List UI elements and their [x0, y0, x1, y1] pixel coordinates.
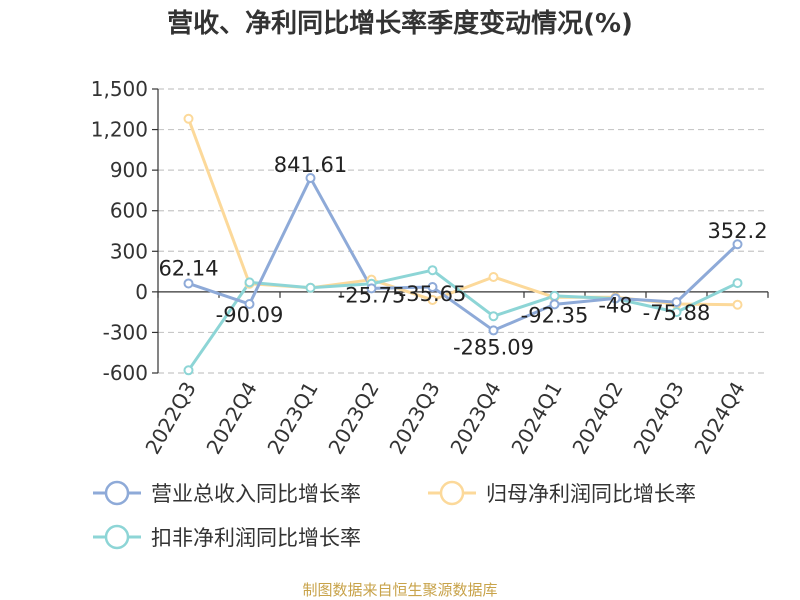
y-tick-labels: -600 -300 0 300 600 900 1,200 1,500	[91, 77, 148, 385]
data-label: 62.14	[158, 256, 218, 280]
data-point	[427, 294, 438, 305]
y-tick-label: -600	[103, 361, 148, 385]
x-tick-labels: 2022Q3 2022Q4 2023Q1 2023Q2 2023Q3 2023Q4 2024…	[140, 378, 749, 459]
data-point	[488, 311, 499, 322]
data-label: -75.88	[643, 301, 711, 325]
y-tick-label: -300	[103, 320, 148, 344]
data-point	[183, 278, 194, 289]
data-point	[732, 278, 743, 289]
series-line	[187, 118, 738, 307]
data-point	[427, 282, 438, 293]
data-point	[488, 271, 499, 282]
x-tick-label: 2023Q1	[262, 378, 322, 459]
legend-label: 归母净利润同比增长率	[486, 482, 696, 506]
data-point	[183, 365, 194, 376]
data-label: -25.75	[338, 283, 406, 307]
chart-title: 营收、净利同比增长率季度变动情况(%)	[167, 8, 633, 39]
x-tick-label: 2022Q4	[201, 378, 261, 459]
data-label: -48	[598, 293, 632, 317]
legend-label: 营业总收入同比增长率	[151, 482, 361, 506]
y-tick-label: 600	[110, 199, 148, 223]
data-point	[549, 299, 560, 310]
data-point	[244, 299, 255, 310]
data-point	[427, 265, 438, 276]
y-tick-label: 1,500	[91, 77, 148, 101]
data-point	[366, 283, 377, 294]
data-label: -285.09	[453, 335, 534, 359]
x-tick-label: 2024Q2	[567, 378, 627, 459]
series-line	[188, 176, 739, 332]
y-tick-label: 0	[135, 280, 148, 304]
legend-marker	[104, 480, 130, 506]
source-note: 制图数据来自恒生聚源数据库	[302, 581, 498, 599]
x-tick-label: 2023Q4	[445, 378, 505, 459]
data-label: -35.65	[399, 282, 467, 306]
grid-lines	[158, 88, 768, 374]
axes	[152, 88, 769, 374]
x-tick-label: 2024Q1	[506, 378, 566, 459]
y-tick-label: 1,200	[91, 118, 148, 142]
data-point	[610, 293, 621, 304]
data-label: -90.09	[216, 303, 284, 327]
data-point	[244, 277, 255, 288]
data-point	[549, 290, 560, 301]
data-point	[183, 113, 194, 124]
data-point	[671, 307, 682, 318]
data-point	[671, 297, 682, 308]
x-tick-label: 2023Q2	[323, 378, 383, 459]
data-point	[732, 299, 743, 310]
data-labels: 62.14 -90.09 841.61 -25.75-35.65 -285.09 -92.…	[158, 153, 767, 359]
x-tick-label: 2023Q3	[384, 378, 444, 459]
x-tick-label: 2024Q3	[628, 378, 688, 459]
data-point	[732, 239, 743, 250]
data-label: 352.2	[707, 219, 767, 243]
series-line	[187, 268, 739, 372]
y-tick-label: 900	[110, 158, 148, 182]
legend-label: 扣非净利润同比增长率	[151, 526, 361, 550]
x-tick-label: 2024Q4	[689, 378, 749, 459]
data-point	[305, 282, 316, 293]
x-tick-label: 2022Q3	[140, 378, 200, 459]
legend-marker	[104, 524, 130, 550]
data-label: 841.61	[274, 153, 347, 177]
y-tick-label: 300	[110, 239, 148, 263]
data-point	[488, 325, 499, 336]
series-lines	[187, 118, 739, 372]
legend-marker	[439, 480, 465, 506]
data-label: -92.35	[521, 303, 589, 327]
data-point	[305, 173, 316, 184]
series-points	[183, 113, 743, 376]
